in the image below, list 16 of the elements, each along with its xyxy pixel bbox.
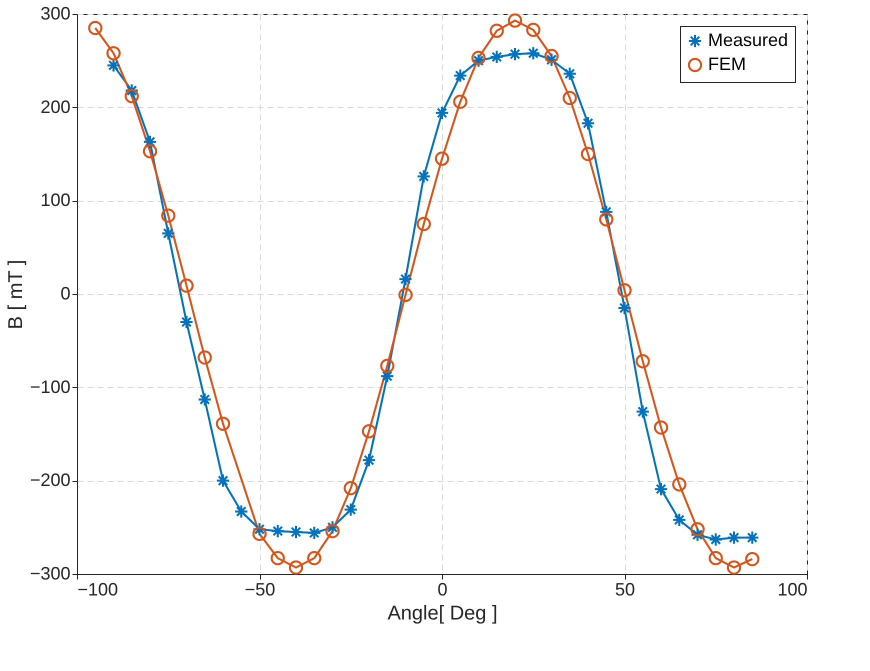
y-tick-label: 300 [40, 4, 70, 24]
legend-label: Measured [708, 30, 788, 50]
x-tick-label: −50 [244, 580, 276, 600]
y-axis-title: B [ mT ] [4, 260, 27, 330]
x-tick-label: 50 [614, 580, 636, 600]
y-tick-label: −100 [30, 376, 70, 397]
y-tick-label: 200 [40, 96, 70, 117]
y-tick-label: 0 [60, 284, 70, 304]
x-axis-title: Angle[ Deg ] [387, 602, 498, 624]
legend-label: FEM [708, 54, 746, 74]
x-tick-label: −100 [78, 580, 118, 600]
y-tick-label: 100 [40, 190, 70, 210]
x-tick-label: 0 [437, 580, 448, 600]
y-tick-label: −300 [30, 564, 70, 584]
x-tick-label: 100 [777, 580, 808, 600]
y-tick-label: −200 [30, 470, 70, 490]
